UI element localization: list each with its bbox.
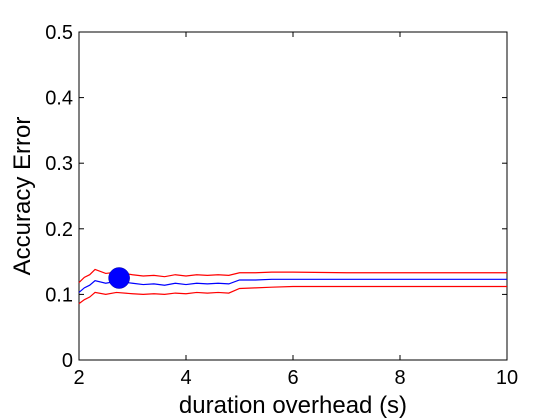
x-tick-label: 2 bbox=[73, 367, 84, 389]
x-tick-label: 4 bbox=[180, 367, 191, 389]
y-tick-label: 0.5 bbox=[45, 22, 73, 44]
y-tick-label: 0.3 bbox=[45, 153, 73, 175]
plot-area bbox=[78, 31, 508, 361]
y-tick-label: 0.4 bbox=[45, 88, 73, 110]
y-tick-label: 0.2 bbox=[45, 219, 73, 241]
lower-bound-line bbox=[78, 285, 507, 305]
axis-ticks bbox=[78, 31, 508, 361]
x-tick-label: 10 bbox=[496, 367, 518, 389]
x-tick-label: 8 bbox=[394, 367, 405, 389]
upper-bound-line bbox=[78, 268, 507, 284]
mean-line bbox=[78, 278, 507, 293]
series-layer bbox=[78, 268, 507, 305]
y-tick-label: 0.1 bbox=[45, 284, 73, 306]
marker-layer bbox=[108, 267, 130, 289]
tick-labels: 2 4 6 8 10 0 0.1 0.2 0.3 0.4 0.5 bbox=[45, 22, 518, 389]
y-axis-label: Accuracy Error bbox=[9, 117, 36, 276]
y-tick-label: 0 bbox=[62, 350, 73, 372]
highlight-marker bbox=[108, 267, 130, 289]
x-axis-label: duration overhead (s) bbox=[179, 392, 407, 419]
x-tick-label: 6 bbox=[287, 367, 298, 389]
